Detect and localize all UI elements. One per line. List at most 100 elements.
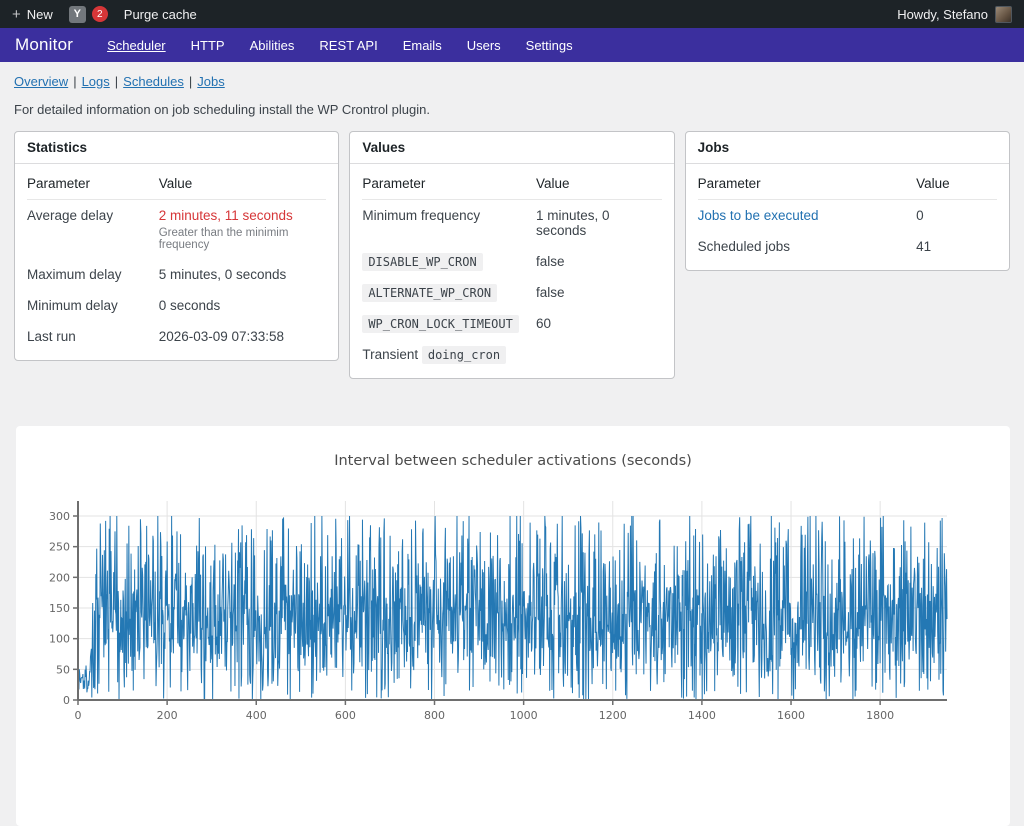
admin-bar-right: Howdy, Stefano: [897, 6, 1012, 23]
value-cell: 1 minutes, 0 seconds: [536, 208, 662, 238]
card-title-jobs: Jobs: [686, 132, 1009, 164]
table-row: Scheduled jobs41: [698, 231, 997, 262]
y-tick-label: 250: [49, 541, 70, 554]
value-cell: 0 seconds: [159, 298, 327, 313]
howdy-label[interactable]: Howdy, Stefano: [897, 7, 988, 22]
plugin-title: Monitor: [15, 35, 73, 55]
table-row: Last run 2026-03-09 07:33:58: [27, 321, 326, 352]
value-text: 2026-03-09 07:33:58: [159, 329, 327, 344]
breadcrumb-link-overview[interactable]: Overview: [14, 74, 68, 89]
value-text: 5 minutes, 0 seconds: [159, 267, 327, 282]
card-table-jobs: ParameterValue Jobs to be executed 0 Schedu…: [686, 164, 1009, 270]
column-header-parameter: Parameter: [362, 176, 536, 191]
table-row: Minimum frequency 1 minutes, 0 seconds: [362, 200, 661, 246]
user-avatar[interactable]: [995, 6, 1012, 23]
code-constant: doing_cron: [422, 346, 506, 364]
parameter-label: Last run: [27, 329, 76, 344]
code-constant: ALTERNATE_WP_CRON: [362, 284, 497, 302]
tab-rest-api[interactable]: REST API: [319, 38, 377, 53]
card-jobs: Jobs ParameterValue Jobs to be executed 0 Sc…: [685, 131, 1010, 271]
x-tick-label: 1400: [688, 709, 716, 722]
yoast-icon: Y: [69, 6, 86, 23]
plugin-tabs: Scheduler HTTP Abilities REST API Emails User…: [107, 38, 573, 53]
y-tick-label: 100: [49, 633, 70, 646]
value-text: false: [536, 254, 662, 269]
tab-emails[interactable]: Emails: [403, 38, 442, 53]
parameter-cell: Average delay: [27, 208, 159, 223]
breadcrumb-separator: |: [189, 74, 192, 89]
breadcrumb-link-jobs[interactable]: Jobs: [197, 74, 224, 89]
card-table-statistics: ParameterValue Average delay 2 minutes, 11…: [15, 164, 338, 360]
table-row: Minimum delay 0 seconds: [27, 290, 326, 321]
purge-cache-label: Purge cache: [124, 7, 197, 22]
tab-abilities[interactable]: Abilities: [250, 38, 295, 53]
card-title-values: Values: [350, 132, 673, 164]
parameter-label: Maximum delay: [27, 267, 122, 282]
breadcrumb-link-logs[interactable]: Logs: [82, 74, 110, 89]
column-header-value: Value: [536, 176, 662, 191]
page-content: Overview | Logs | Schedules | Jobs For detaile…: [0, 62, 1024, 826]
interval-chart: 0501001502002503000200400600800100012001…: [30, 486, 990, 731]
parameter-cell: Minimum frequency: [362, 208, 536, 223]
parameter-cell: Last run: [27, 329, 159, 344]
plugin-nav-bar: Monitor Scheduler HTTP Abilities REST API Em…: [0, 28, 1024, 62]
table-header-row: ParameterValue: [362, 168, 661, 200]
breadcrumb-separator: |: [115, 74, 118, 89]
y-tick-label: 300: [49, 510, 70, 523]
tab-users[interactable]: Users: [467, 38, 501, 53]
table-row: DISABLE_WP_CRON false: [362, 246, 661, 277]
chart-title: Interval between scheduler activations (…: [16, 426, 1010, 469]
parameter-link[interactable]: Jobs to be executed: [698, 208, 819, 223]
card-title-statistics: Statistics: [15, 132, 338, 164]
breadcrumb-separator: |: [73, 74, 76, 89]
code-constant: WP_CRON_LOCK_TIMEOUT: [362, 315, 519, 333]
breadcrumb-link-schedules[interactable]: Schedules: [123, 74, 184, 89]
card-table-values: ParameterValue Minimum frequency 1 minutes…: [350, 164, 673, 378]
parameter-label: Minimum delay: [27, 298, 118, 313]
table-row: Average delay 2 minutes, 11 secondsGreate…: [27, 200, 326, 259]
code-constant: DISABLE_WP_CRON: [362, 253, 482, 271]
breadcrumb: Overview | Logs | Schedules | Jobs: [14, 74, 1010, 89]
parameter-label: Minimum frequency: [362, 208, 480, 223]
x-tick-label: 1800: [866, 709, 894, 722]
tab-scheduler[interactable]: Scheduler: [107, 38, 166, 53]
value-cell: 2 minutes, 11 secondsGreater than the mi…: [159, 208, 327, 251]
admin-bar: + New Y 2 Purge cache Howdy, Stefano: [0, 0, 1024, 28]
tab-settings[interactable]: Settings: [526, 38, 573, 53]
parameter-label: Transient: [362, 347, 422, 362]
x-tick-label: 800: [424, 709, 445, 722]
x-tick-label: 0: [75, 709, 82, 722]
tab-http[interactable]: HTTP: [191, 38, 225, 53]
card-values: Values ParameterValue Minimum frequency 1 m…: [349, 131, 674, 379]
parameter-cell: Maximum delay: [27, 267, 159, 282]
parameter-cell: Minimum delay: [27, 298, 159, 313]
parameter-cell: DISABLE_WP_CRON: [362, 254, 536, 269]
yoast-menu-item[interactable]: Y 2: [69, 6, 108, 23]
value-text: 0: [916, 208, 997, 223]
parameter-cell: WP_CRON_LOCK_TIMEOUT: [362, 316, 536, 331]
value-text: 41: [916, 239, 997, 254]
value-text: 0 seconds: [159, 298, 327, 313]
card-statistics: Statistics ParameterValue Average delay 2 m…: [14, 131, 339, 361]
new-label: New: [27, 7, 53, 22]
value-text: 2 minutes, 11 seconds: [159, 208, 327, 223]
x-tick-label: 1600: [777, 709, 805, 722]
table-header-row: ParameterValue: [698, 168, 997, 200]
x-tick-label: 400: [246, 709, 267, 722]
table-row: Maximum delay 5 minutes, 0 seconds: [27, 259, 326, 290]
value-cell: 2026-03-09 07:33:58: [159, 329, 327, 344]
column-header-value: Value: [159, 176, 327, 191]
value-text: 60: [536, 316, 662, 331]
chart-card: Interval between scheduler activations (…: [16, 426, 1010, 826]
y-tick-label: 0: [63, 694, 70, 707]
x-tick-label: 200: [157, 709, 178, 722]
admin-bar-left: + New Y 2 Purge cache: [12, 6, 197, 23]
new-menu-item[interactable]: + New: [12, 7, 53, 22]
y-tick-label: 200: [49, 571, 70, 584]
intro-text: For detailed information on job scheduli…: [14, 102, 1010, 117]
purge-cache-menu-item[interactable]: Purge cache: [124, 7, 197, 22]
column-header-value: Value: [916, 176, 997, 191]
value-cell: 0: [916, 208, 997, 223]
column-header-parameter: Parameter: [27, 176, 159, 191]
parameter-label: Average delay: [27, 208, 113, 223]
